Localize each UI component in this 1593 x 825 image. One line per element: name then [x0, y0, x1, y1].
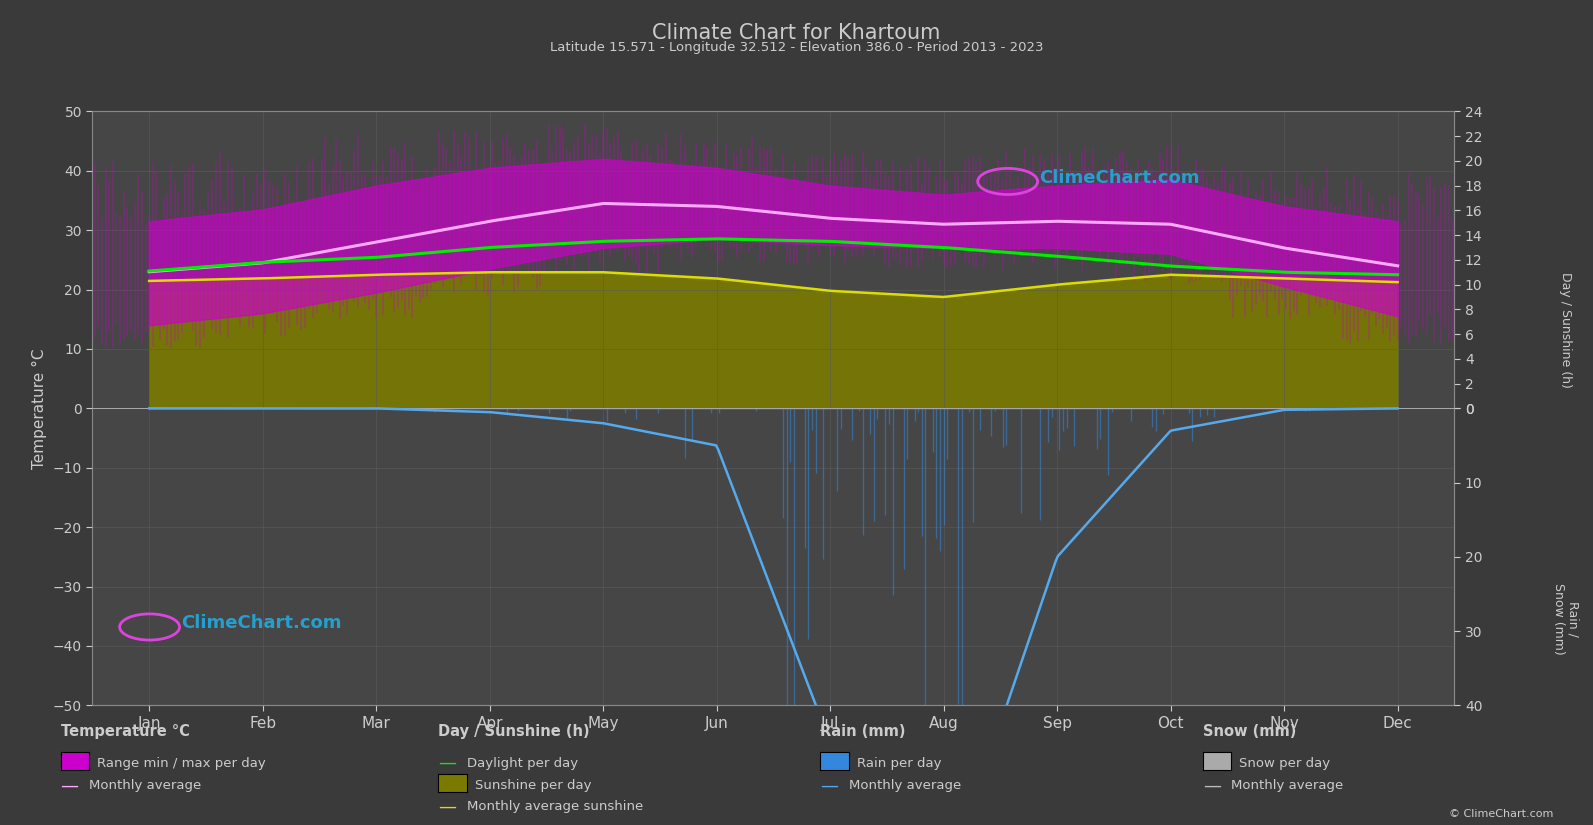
- Text: Day / Sunshine (h): Day / Sunshine (h): [1560, 272, 1572, 388]
- Text: Daylight per day: Daylight per day: [467, 757, 578, 770]
- Text: © ClimeChart.com: © ClimeChart.com: [1448, 808, 1553, 818]
- Text: —: —: [1203, 776, 1220, 794]
- Text: Day / Sunshine (h): Day / Sunshine (h): [438, 724, 589, 739]
- Text: Temperature °C: Temperature °C: [61, 724, 190, 739]
- Text: Rain (mm): Rain (mm): [820, 724, 906, 739]
- Text: Monthly average: Monthly average: [89, 779, 201, 792]
- Text: ClimeChart.com: ClimeChart.com: [182, 614, 341, 632]
- Text: —: —: [61, 776, 78, 794]
- Text: Monthly average: Monthly average: [849, 779, 961, 792]
- Text: Rain /
Snow (mm): Rain / Snow (mm): [1552, 583, 1580, 654]
- Y-axis label: Temperature °C: Temperature °C: [32, 348, 48, 469]
- Text: ClimeChart.com: ClimeChart.com: [1039, 168, 1200, 186]
- Text: Rain per day: Rain per day: [857, 757, 941, 770]
- Text: —: —: [820, 776, 838, 794]
- Text: Range min / max per day: Range min / max per day: [97, 757, 266, 770]
- Text: —: —: [438, 798, 456, 816]
- Text: Snow per day: Snow per day: [1239, 757, 1330, 770]
- Text: Climate Chart for Khartoum: Climate Chart for Khartoum: [652, 23, 941, 43]
- Text: Snow (mm): Snow (mm): [1203, 724, 1297, 739]
- Text: Monthly average: Monthly average: [1231, 779, 1343, 792]
- Text: Sunshine per day: Sunshine per day: [475, 779, 591, 792]
- Text: Latitude 15.571 - Longitude 32.512 - Elevation 386.0 - Period 2013 - 2023: Latitude 15.571 - Longitude 32.512 - Ele…: [550, 41, 1043, 54]
- Text: —: —: [438, 754, 456, 772]
- Text: Monthly average sunshine: Monthly average sunshine: [467, 800, 644, 813]
